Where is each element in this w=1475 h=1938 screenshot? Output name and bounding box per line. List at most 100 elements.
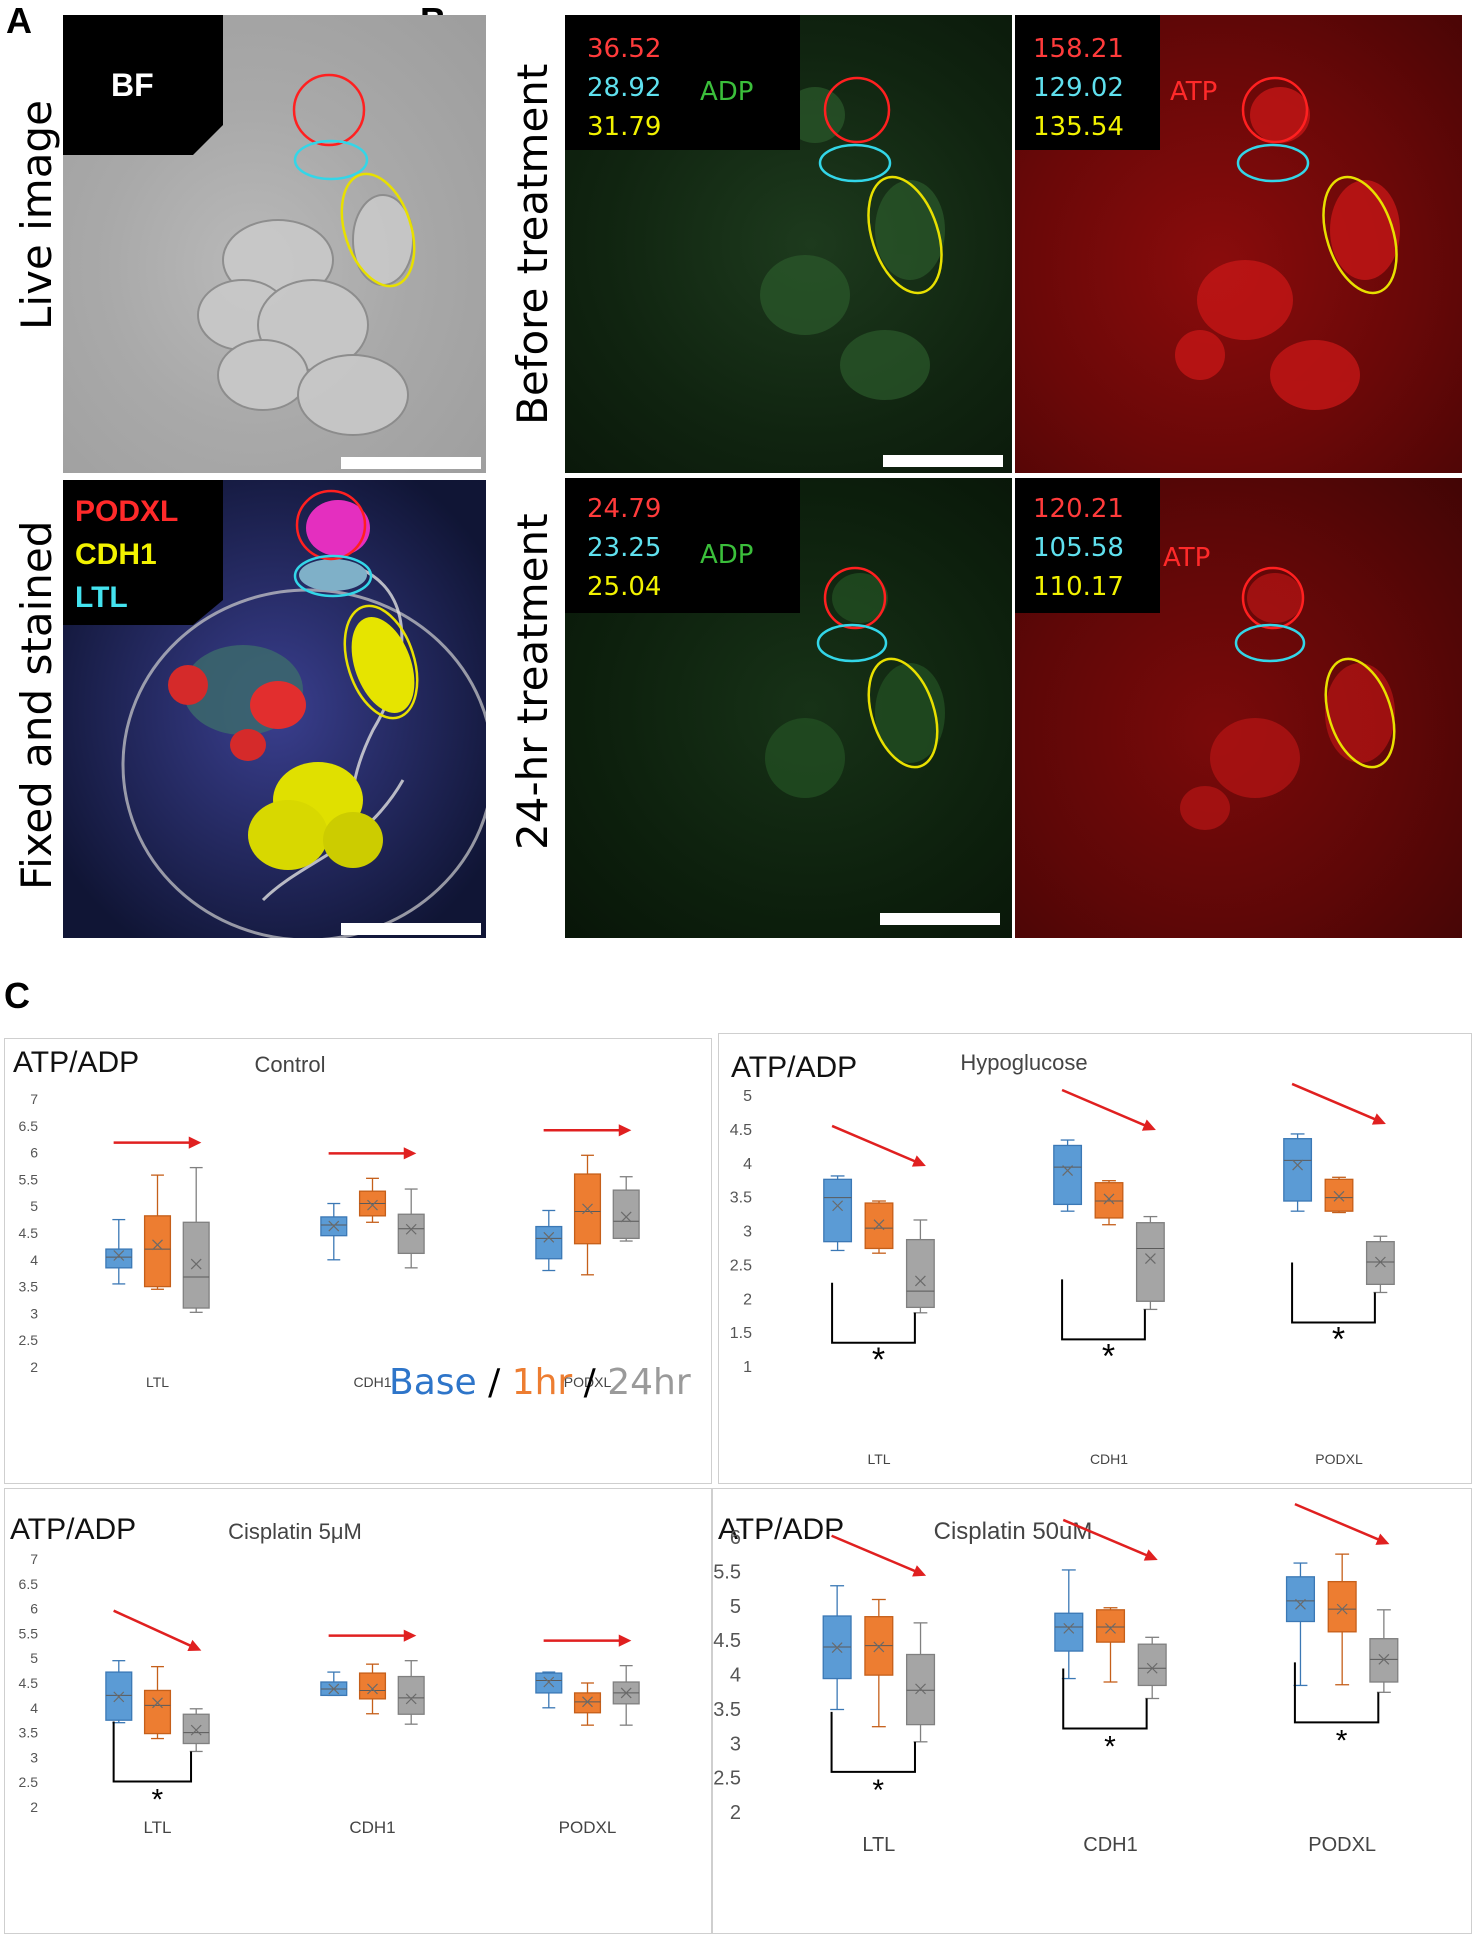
y-tick-label: 5 xyxy=(743,1088,752,1105)
adp-before-drawing xyxy=(565,15,945,400)
y-tick-label: 3 xyxy=(30,1305,38,1321)
significance-bracket xyxy=(112,1721,193,1783)
adp-before-value-red: 36.52 xyxy=(587,34,662,64)
box-base xyxy=(105,1248,133,1269)
significance-bracket xyxy=(1291,1262,1376,1324)
legend-1hr: 1hr xyxy=(511,1362,573,1403)
mean-marker xyxy=(915,1683,926,1695)
y-tick-label: 4 xyxy=(30,1252,38,1268)
mean-marker xyxy=(543,1676,555,1688)
y-tick-label: 2 xyxy=(30,1799,38,1815)
trend-arrow-head xyxy=(1141,1119,1156,1131)
chart-cisplatin-50-svg: ATP/ADP Cisplatin 50uM 2 2.5 3 3.5 4 4.5 5 5.5 6 LT… xyxy=(713,1502,1399,1856)
bf-organoid-drawing xyxy=(63,15,416,436)
box-1hr xyxy=(1095,1609,1126,1643)
box-24hr xyxy=(1137,1643,1167,1687)
trend-arrow-line xyxy=(831,1534,922,1575)
row-label-24hr-treatment: 24-hr treatment xyxy=(508,513,557,850)
mean-marker xyxy=(1103,1193,1115,1205)
chart-cisplatin-50: ATP/ADP Cisplatin 50uM 2 2.5 3 3.5 4 4.5 5 5.5 6 LT… xyxy=(712,1488,1472,1934)
box-base xyxy=(1053,1144,1083,1206)
atp-before-values: 158.21 129.02 135.54 xyxy=(1033,30,1124,147)
box-1hr xyxy=(1324,1178,1354,1212)
mean-marker xyxy=(620,1687,632,1699)
adp-before-values: 36.52 28.92 31.79 xyxy=(587,30,661,147)
y-tick-label: 2.5 xyxy=(713,1768,741,1790)
stained-organoid-drawing xyxy=(63,480,486,938)
stain-label-podxl: PODXL xyxy=(75,495,179,528)
atp-before-value-yellow: 135.54 xyxy=(1033,112,1124,142)
significance-bracket xyxy=(1293,1662,1380,1724)
mean-marker xyxy=(328,1220,340,1232)
adp-after-value-red: 24.79 xyxy=(587,494,662,524)
trend-arrow-head xyxy=(1143,1549,1158,1561)
y-tick-label: 5 xyxy=(30,1198,38,1214)
y-tick-label: 2.5 xyxy=(19,1774,39,1790)
y-tick-label: 3 xyxy=(730,1733,741,1755)
significance-bracket xyxy=(1061,1279,1146,1341)
box-24hr xyxy=(1369,1638,1399,1683)
mean-marker xyxy=(405,1693,417,1705)
atp-before-label: ATP xyxy=(1170,77,1218,107)
y-tick-label: 4.5 xyxy=(19,1675,39,1691)
proximal-circle xyxy=(293,139,369,181)
chart-hypoglucose-svg: ATP/ADP Hypoglucose 1 1.5 2 2.5 3 3.5 4 4.5 5 LTL * C… xyxy=(730,1050,1395,1467)
legend-base: Base xyxy=(389,1362,477,1403)
mean-marker xyxy=(1333,1190,1345,1202)
y-tick-label: 4.5 xyxy=(730,1122,752,1139)
y-tick-label: 6.5 xyxy=(19,1118,39,1134)
chart-hypoglucose: ATP/ADP Hypoglucose 1 1.5 2 2.5 3 3.5 4 4.5 5 LTL * C… xyxy=(718,1033,1472,1484)
atp-after-value-red: 120.21 xyxy=(1033,494,1124,524)
box-1hr xyxy=(864,1202,894,1250)
mean-marker xyxy=(543,1231,555,1243)
box-1hr xyxy=(573,1692,602,1714)
chart-cisplatin-5: ATP/ADP Cisplatin 5μM 2 2.5 3 3.5 4 4.5 5 5.5 6 6.5… xyxy=(4,1488,712,1934)
glomerulus-circle xyxy=(292,73,366,147)
mean-marker xyxy=(832,1200,844,1212)
y-tick-label: 5.5 xyxy=(713,1561,741,1583)
category-label: PODXL xyxy=(559,1818,617,1837)
mean-marker xyxy=(190,1724,202,1736)
mean-marker xyxy=(1292,1159,1304,1171)
trend-arrow-line xyxy=(1294,1502,1385,1543)
chart-title: Control xyxy=(255,1052,326,1077)
stain-label-ltl: LTL xyxy=(75,581,128,614)
y-tick-label: 1 xyxy=(743,1359,752,1376)
box-base xyxy=(1054,1612,1084,1652)
chart-control: ATP/ADP Control 2 2.5 3 3.5 4 4.5 5 5.5 6 6.5 7 LTL CD… xyxy=(4,1038,712,1484)
y-tick-label: 2.5 xyxy=(19,1332,39,1348)
atp-before-drawing xyxy=(1015,15,1400,410)
box-base xyxy=(1285,1576,1316,1623)
mean-marker xyxy=(1374,1256,1386,1268)
chart-title: Hypoglucose xyxy=(960,1050,1087,1075)
box-24hr xyxy=(612,1189,640,1240)
y-tick-label: 6 xyxy=(730,1527,741,1549)
box-24hr xyxy=(905,1238,935,1309)
bf-label: BF xyxy=(111,67,154,103)
mean-marker xyxy=(328,1683,340,1695)
mean-marker xyxy=(582,1203,593,1215)
box-base xyxy=(823,1178,853,1243)
box-24hr xyxy=(182,1221,210,1309)
y-tick-label: 3.5 xyxy=(19,1279,39,1295)
adp-before-value-cyan: 28.92 xyxy=(587,73,662,103)
box-1hr xyxy=(358,1672,387,1700)
category-label: CDH1 xyxy=(349,1818,395,1837)
panel-letter-c: C xyxy=(4,975,30,1016)
y-tick-label: 2.5 xyxy=(730,1257,752,1274)
legend-separator: / xyxy=(572,1362,608,1403)
category-label: CDH1 xyxy=(1090,1451,1128,1467)
mean-marker xyxy=(113,1691,125,1703)
mean-marker xyxy=(1378,1653,1390,1665)
y-tick-label: 5.5 xyxy=(19,1171,39,1187)
atp-after-image: 120.21 105.58 110.17 ATP xyxy=(1015,478,1462,938)
significance-bracket xyxy=(830,1711,916,1773)
y-axis-label: ATP/ADP xyxy=(13,1046,139,1079)
y-tick-label: 2 xyxy=(730,1802,741,1824)
trend-arrow-head xyxy=(188,1136,202,1149)
y-tick-label: 5 xyxy=(30,1650,38,1666)
mean-marker xyxy=(1146,1662,1158,1674)
box-24hr xyxy=(397,1213,425,1255)
trend-arrow-head xyxy=(187,1639,202,1651)
y-tick-label: 2 xyxy=(30,1359,38,1375)
